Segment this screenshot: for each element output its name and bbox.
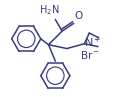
- Text: $\mathsf{H_2N}$: $\mathsf{H_2N}$: [39, 3, 60, 17]
- Text: O: O: [75, 11, 83, 21]
- Text: $\mathsf{Br^-}$: $\mathsf{Br^-}$: [80, 49, 100, 61]
- Text: $\mathsf{N^+}$: $\mathsf{N^+}$: [84, 35, 102, 50]
